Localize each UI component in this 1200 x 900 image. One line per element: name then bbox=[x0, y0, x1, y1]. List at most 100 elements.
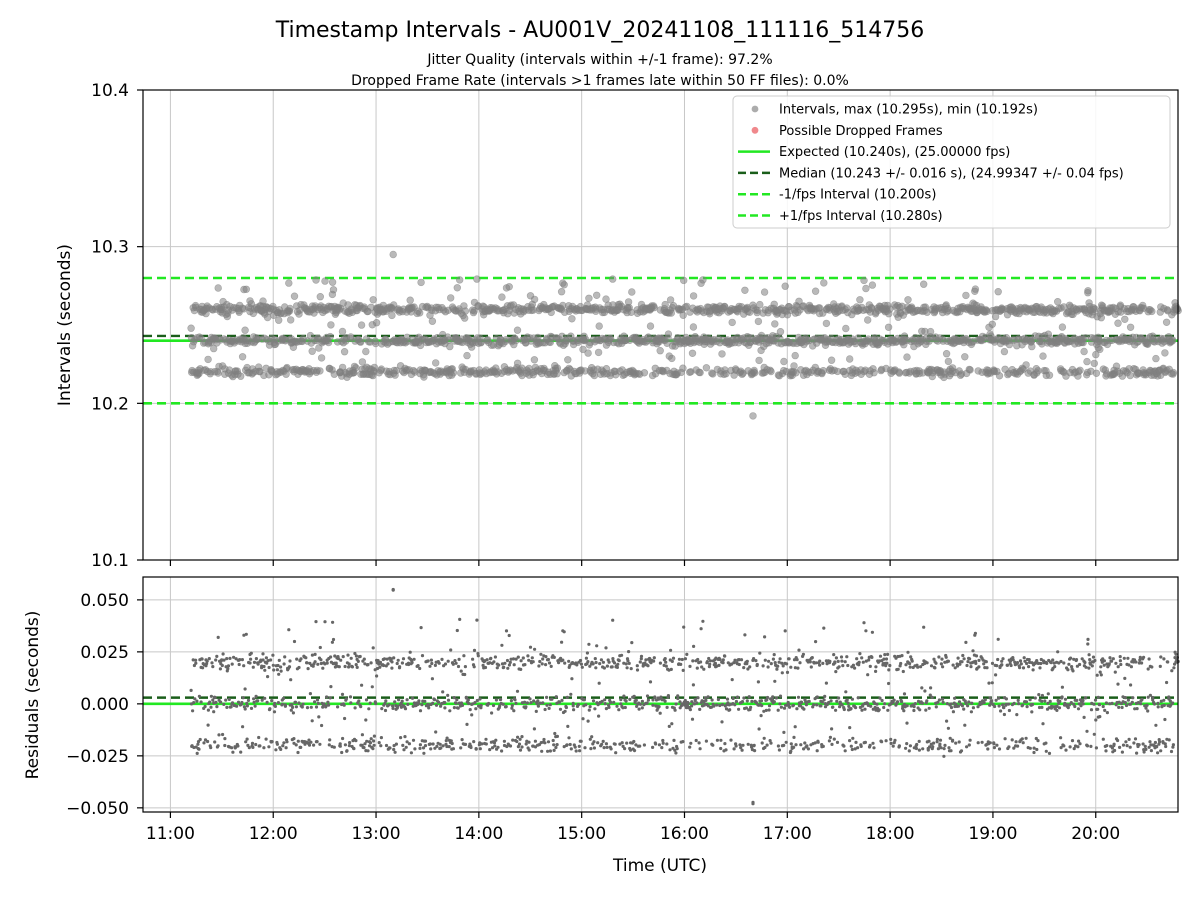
interval-point bbox=[461, 307, 470, 315]
interval-point bbox=[214, 284, 222, 292]
residual-point bbox=[968, 738, 972, 742]
residual-point bbox=[596, 741, 600, 745]
residual-point bbox=[822, 626, 826, 630]
residual-point bbox=[1165, 680, 1169, 685]
residual-point bbox=[349, 701, 353, 705]
residual-point bbox=[666, 694, 671, 698]
residual-point bbox=[1116, 738, 1120, 743]
residual-point bbox=[1028, 698, 1032, 702]
interval-point bbox=[646, 322, 655, 330]
residual-point bbox=[830, 742, 834, 747]
legend-label: Intervals, max (10.295s), min (10.192s) bbox=[779, 103, 1038, 118]
interval-point bbox=[1083, 357, 1091, 366]
residual-point bbox=[254, 657, 258, 661]
intervals-points bbox=[187, 250, 1182, 420]
residual-point bbox=[1113, 670, 1117, 674]
interval-point bbox=[352, 364, 360, 372]
residual-point bbox=[431, 701, 435, 705]
residual-point bbox=[446, 693, 450, 698]
residual-point bbox=[387, 703, 391, 707]
residual-point bbox=[721, 661, 725, 665]
residual-point bbox=[1016, 744, 1020, 748]
legend-entry: Possible Dropped Frames bbox=[751, 124, 943, 139]
residual-point bbox=[598, 662, 602, 666]
residual-point bbox=[400, 699, 404, 703]
residual-point bbox=[996, 637, 1000, 641]
residual-point bbox=[571, 704, 575, 708]
residual-point bbox=[512, 709, 516, 713]
residual-point bbox=[271, 653, 275, 657]
residual-point bbox=[269, 658, 273, 662]
residual-point bbox=[867, 658, 871, 662]
residual-point bbox=[1171, 701, 1175, 705]
residual-point bbox=[941, 665, 945, 669]
residual-point bbox=[497, 663, 501, 667]
residual-point bbox=[237, 662, 241, 667]
residual-point bbox=[815, 749, 819, 753]
interval-point bbox=[187, 324, 195, 332]
residual-point bbox=[1127, 737, 1131, 742]
residual-point bbox=[602, 666, 607, 670]
residual-point bbox=[469, 745, 473, 750]
interval-point bbox=[417, 278, 425, 287]
residual-point bbox=[320, 723, 324, 728]
residual-point bbox=[340, 750, 344, 755]
residual-point bbox=[627, 661, 631, 666]
residual-point bbox=[779, 705, 784, 709]
residual-point bbox=[896, 667, 900, 671]
residual-point bbox=[202, 741, 206, 745]
residual-point bbox=[541, 657, 545, 661]
residual-point bbox=[966, 660, 970, 664]
residual-point bbox=[1134, 660, 1138, 664]
residual-point bbox=[1159, 749, 1163, 753]
residual-point bbox=[1018, 666, 1022, 670]
residual-point bbox=[711, 743, 715, 747]
residual-point bbox=[304, 656, 308, 660]
residual-point bbox=[698, 707, 702, 712]
residual-point bbox=[226, 667, 230, 671]
residual-point bbox=[858, 652, 862, 656]
residual-point bbox=[899, 661, 903, 666]
residual-point bbox=[732, 747, 736, 751]
residual-point bbox=[906, 650, 910, 654]
interval-point bbox=[994, 288, 1002, 296]
residual-point bbox=[438, 742, 442, 746]
legend: Intervals, max (10.295s), min (10.192s) P… bbox=[732, 95, 1171, 229]
residual-point bbox=[1098, 670, 1102, 674]
residual-point bbox=[1017, 702, 1021, 706]
residual-point bbox=[318, 645, 322, 650]
residual-point bbox=[971, 706, 976, 710]
residual-point bbox=[829, 699, 833, 703]
residual-point bbox=[818, 663, 822, 667]
residual-point bbox=[271, 663, 275, 667]
residual-point bbox=[792, 735, 796, 740]
residual-point bbox=[814, 640, 818, 644]
residual-point bbox=[892, 698, 896, 702]
interval-point bbox=[811, 287, 820, 295]
residual-point bbox=[949, 702, 953, 706]
residual-point bbox=[354, 739, 358, 743]
residual-point bbox=[588, 705, 592, 709]
residual-point bbox=[1123, 696, 1127, 700]
residual-point bbox=[920, 701, 925, 705]
residual-point bbox=[951, 710, 956, 714]
residual-point bbox=[463, 672, 467, 677]
residual-point bbox=[940, 657, 944, 661]
residual-point bbox=[953, 696, 957, 700]
residual-point bbox=[213, 740, 217, 744]
residual-point bbox=[584, 703, 588, 707]
interval-point bbox=[290, 292, 299, 300]
interval-point bbox=[919, 280, 928, 288]
residual-point bbox=[805, 744, 809, 748]
residual-point bbox=[713, 661, 718, 666]
residual-point bbox=[357, 699, 361, 703]
residual-point bbox=[354, 654, 358, 658]
residual-point bbox=[917, 748, 922, 752]
residual-point bbox=[1075, 698, 1079, 703]
interval-point bbox=[1126, 323, 1135, 331]
residual-point bbox=[977, 658, 981, 663]
residual-point bbox=[203, 704, 207, 709]
residual-point bbox=[1059, 736, 1063, 740]
residual-point bbox=[960, 660, 964, 664]
residual-point bbox=[466, 698, 470, 702]
